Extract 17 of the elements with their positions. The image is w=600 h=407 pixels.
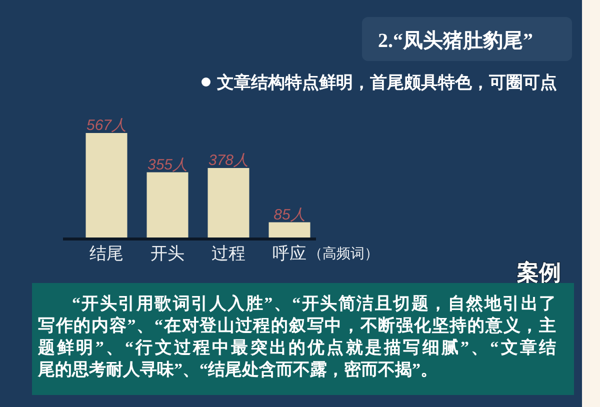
bar: [208, 168, 250, 238]
bar: [146, 172, 188, 238]
x-tick-label: 过程: [212, 244, 246, 263]
data-label: 85人: [274, 206, 306, 224]
bar: [268, 222, 310, 238]
data-label: 355人: [147, 156, 188, 174]
x-tick-label: 呼应: [272, 244, 306, 263]
text: “开头引用歌词引人入胜”、“开头简洁且切题，自然地引出了写作的内容”、“在对登山过程的叙写中，不断强化坚持的意义，主题鲜明”、“行文过程中最突出的优点就是描写细腻”、“文章结尾的思考耐人寻味”、“结尾处含而不露，密而不揭”。: [37, 294, 556, 379]
data-label: 378人: [208, 152, 249, 169]
text: 文章结构特点鲜明，首尾颇具特色，可圈可点: [216, 73, 557, 92]
x-tick-label: 结尾: [90, 244, 124, 263]
text: （高频词）: [308, 245, 378, 261]
text: 2.“凤头猪肚豹尾”: [378, 30, 533, 52]
bar: [86, 133, 128, 238]
text: 案例: [516, 260, 561, 285]
x-tick-label: 开头: [150, 244, 184, 263]
data-label: 567人: [86, 117, 127, 134]
